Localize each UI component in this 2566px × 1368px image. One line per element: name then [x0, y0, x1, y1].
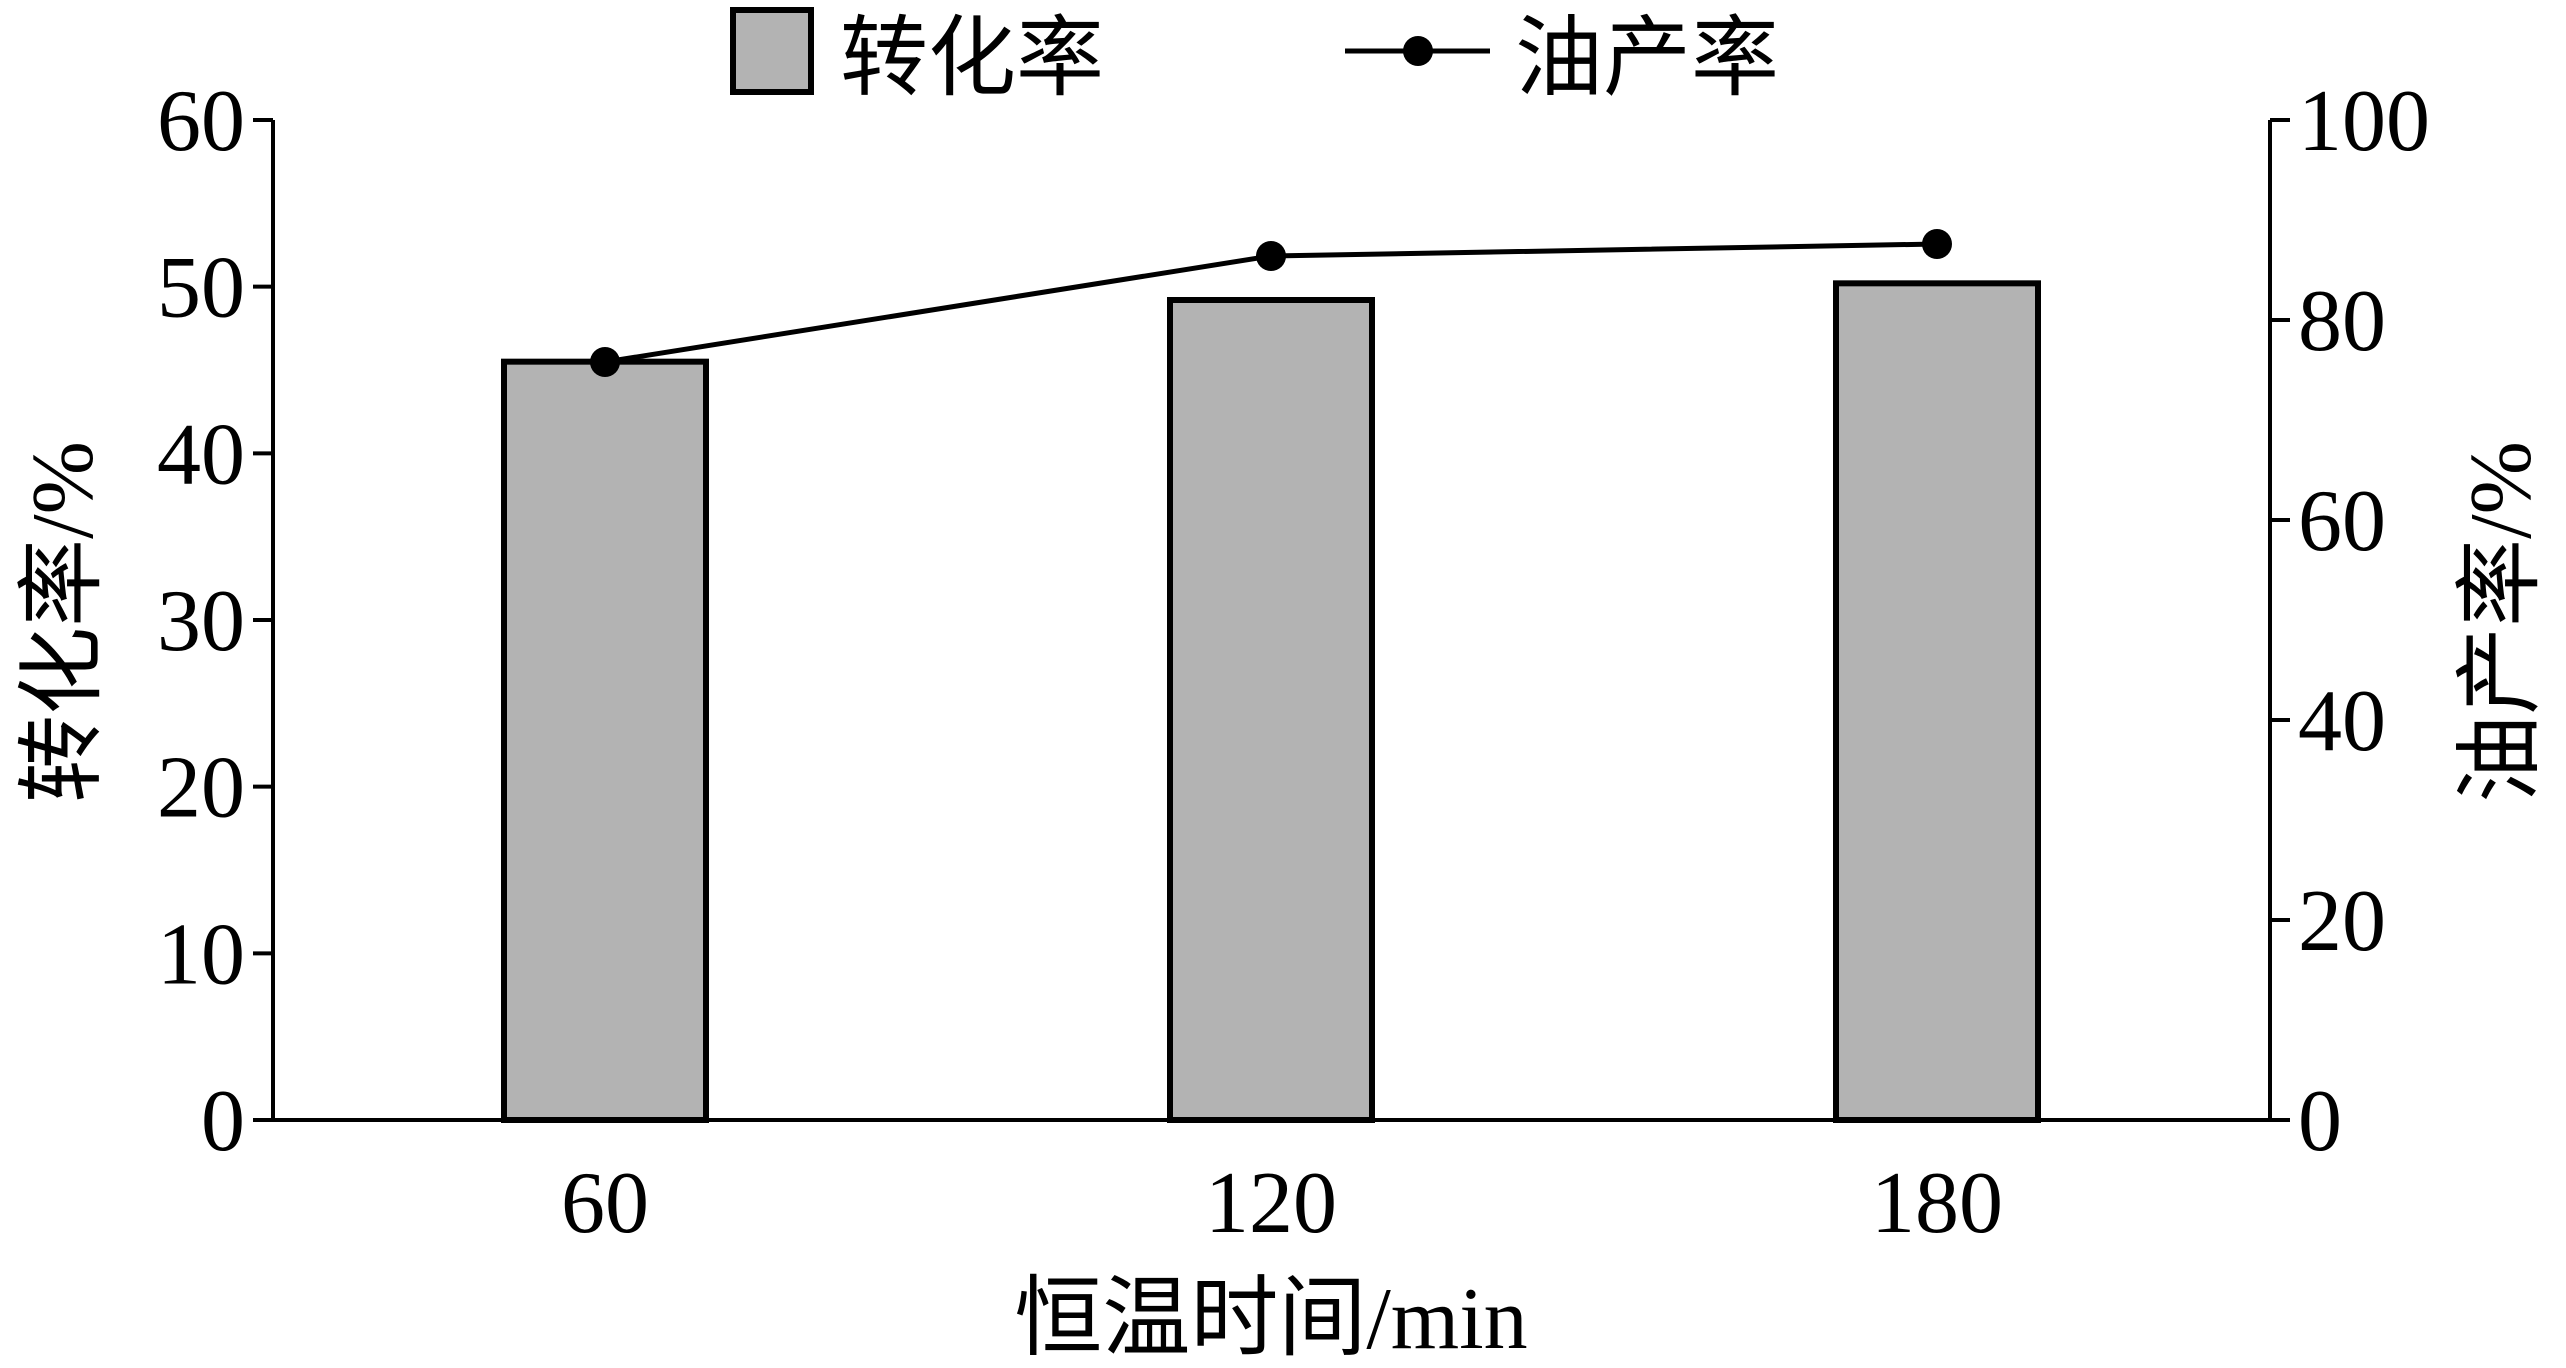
- left-tick-label: 0: [201, 1073, 245, 1170]
- x-axis-title: 恒温时间/min: [1014, 1271, 1527, 1368]
- right-axis-ticks: 0 20 40 60 80 100: [2270, 73, 2430, 1170]
- right-tick-label: 0: [2298, 1073, 2342, 1170]
- point-oil-yield-120: [1256, 241, 1286, 271]
- left-tick-label: 50: [157, 240, 245, 337]
- left-tick-label: 60: [157, 73, 245, 170]
- legend: 转化率 油产率: [730, 7, 1779, 108]
- right-tick-label: 40: [2298, 673, 2386, 770]
- x-tick-label: 120: [1205, 1155, 1337, 1252]
- bar-conversion-120: [1167, 297, 1375, 1123]
- legend-label-oil-yield: 油产率: [1515, 11, 1779, 108]
- left-axis-title: 转化率/%: [15, 441, 112, 803]
- x-axis-tick-labels: 60 120 180: [561, 1155, 2003, 1252]
- bar-conversion-180: [1833, 280, 2041, 1124]
- legend-swatch-conversion: [730, 7, 814, 95]
- right-tick-label: 100: [2298, 73, 2430, 170]
- legend-marker-oil-yield: [1403, 36, 1433, 66]
- left-tick-label: 20: [157, 740, 245, 837]
- x-tick-label: 60: [561, 1155, 649, 1252]
- left-tick-label: 30: [157, 573, 245, 670]
- right-tick-label: 60: [2298, 473, 2386, 570]
- bar-series-conversion: [501, 280, 2041, 1124]
- right-tick-label: 20: [2298, 873, 2386, 970]
- legend-label-conversion: 转化率: [840, 11, 1104, 108]
- right-tick-label: 80: [2298, 273, 2386, 370]
- right-axis-title: 油产率/%: [2453, 441, 2550, 803]
- left-axis-ticks: 0 10 20 30 40 50 60: [157, 73, 273, 1170]
- x-tick-label: 180: [1871, 1155, 2003, 1252]
- line-series-oil-yield: [590, 229, 1952, 377]
- point-oil-yield-60: [590, 347, 620, 377]
- left-tick-label: 40: [157, 406, 245, 503]
- point-oil-yield-180: [1922, 229, 1952, 259]
- left-tick-label: 10: [157, 906, 245, 1003]
- bar-conversion-60: [501, 358, 709, 1123]
